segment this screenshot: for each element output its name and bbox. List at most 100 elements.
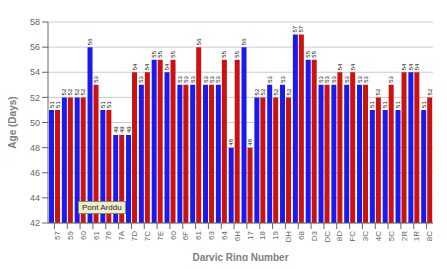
svg-text:52: 52 [427, 88, 433, 95]
svg-text:61: 61 [194, 230, 203, 239]
svg-text:Darvic Ring Number: Darvic Ring Number [192, 252, 288, 261]
svg-text:1R: 1R [412, 231, 421, 241]
svg-text:54: 54 [132, 63, 138, 70]
svg-text:46: 46 [30, 168, 40, 178]
svg-text:53: 53 [202, 76, 209, 83]
svg-text:7E: 7E [156, 231, 165, 241]
svg-text:4C: 4C [374, 231, 383, 241]
svg-text:51: 51 [106, 101, 112, 108]
svg-text:53: 53 [215, 75, 221, 82]
svg-text:53: 53 [138, 75, 144, 82]
svg-text:50: 50 [30, 118, 40, 128]
svg-text:7C: 7C [143, 231, 152, 241]
svg-text:42: 42 [30, 218, 40, 228]
svg-text:52: 52 [61, 88, 68, 96]
svg-text:54: 54 [30, 67, 40, 77]
svg-text:44: 44 [30, 193, 40, 203]
svg-text:17: 17 [246, 230, 255, 239]
svg-text:6H: 6H [233, 231, 242, 241]
svg-text:76: 76 [104, 230, 113, 239]
svg-text:54: 54 [337, 63, 343, 70]
svg-text:7A: 7A [117, 230, 126, 240]
svg-text:56: 56 [196, 38, 202, 45]
svg-text:52: 52 [286, 88, 292, 95]
svg-text:6F: 6F [181, 231, 190, 240]
svg-text:2R: 2R [400, 231, 409, 241]
svg-text:54: 54 [350, 63, 356, 70]
svg-text:55: 55 [157, 50, 163, 57]
svg-text:18: 18 [258, 230, 267, 239]
svg-text:58: 58 [30, 17, 40, 27]
svg-text:19: 19 [271, 230, 280, 239]
svg-text:57: 57 [298, 25, 304, 32]
svg-text:55: 55 [221, 50, 227, 57]
svg-text:68: 68 [297, 230, 306, 239]
svg-text:55: 55 [305, 51, 312, 58]
svg-text:3C: 3C [361, 231, 370, 241]
svg-text:52: 52 [74, 88, 81, 96]
svg-text:49: 49 [119, 126, 125, 133]
svg-text:51: 51 [395, 101, 401, 108]
svg-text:52: 52 [67, 88, 73, 95]
svg-text:51: 51 [382, 101, 388, 108]
svg-text:53: 53 [176, 76, 183, 83]
svg-text:51: 51 [48, 101, 55, 108]
svg-text:56: 56 [87, 38, 93, 45]
svg-text:52: 52 [260, 88, 266, 95]
html-text:Pont Arddu: Pont Arddu [82, 203, 122, 212]
svg-text:49: 49 [112, 126, 119, 134]
svg-text:8C: 8C [425, 231, 434, 241]
svg-text:53: 53 [356, 76, 363, 83]
svg-text:52: 52 [253, 88, 260, 96]
svg-text:52: 52 [80, 88, 86, 95]
svg-text:8D: 8D [335, 231, 344, 241]
svg-text:64: 64 [220, 230, 229, 239]
svg-text:51: 51 [369, 101, 375, 108]
svg-text:53: 53 [324, 75, 330, 82]
svg-text:59: 59 [66, 230, 75, 239]
svg-text:56: 56 [30, 42, 40, 52]
svg-text:52: 52 [30, 93, 40, 103]
svg-text:55: 55 [170, 50, 176, 57]
svg-text:FC: FC [348, 231, 357, 242]
svg-text:52: 52 [273, 88, 279, 95]
svg-text:53: 53 [344, 75, 350, 82]
svg-text:48: 48 [228, 138, 234, 145]
svg-text:53: 53 [363, 75, 369, 82]
svg-text:49: 49 [126, 126, 132, 133]
svg-text:51: 51 [99, 101, 106, 108]
svg-text:52: 52 [375, 88, 381, 95]
svg-text:53: 53 [388, 75, 394, 82]
svg-text:51: 51 [421, 101, 427, 108]
svg-text:5C: 5C [387, 231, 396, 241]
svg-text:55: 55 [311, 50, 317, 57]
svg-text:55: 55 [234, 50, 240, 57]
svg-text:DH: DH [284, 231, 293, 243]
svg-text:53: 53 [280, 75, 286, 82]
svg-text:53: 53 [267, 75, 273, 82]
svg-text:53: 53 [190, 75, 196, 82]
svg-text:7D: 7D [130, 231, 139, 241]
svg-text:63: 63 [207, 230, 216, 239]
svg-text:57: 57 [292, 25, 299, 33]
svg-text:53: 53 [331, 75, 337, 82]
svg-text:53: 53 [183, 75, 189, 82]
svg-text:48: 48 [30, 143, 40, 153]
svg-text:54: 54 [414, 63, 420, 70]
svg-text:61: 61 [92, 230, 101, 239]
svg-text:55: 55 [151, 51, 158, 58]
svg-text:54: 54 [164, 63, 170, 70]
svg-text:DC: DC [323, 231, 332, 243]
svg-text:54: 54 [401, 63, 407, 70]
svg-text:54: 54 [144, 63, 150, 70]
svg-text:60: 60 [79, 230, 88, 239]
svg-text:48: 48 [247, 138, 253, 145]
svg-text:56: 56 [241, 38, 247, 45]
svg-text:60: 60 [169, 230, 178, 239]
svg-text:53: 53 [93, 75, 99, 82]
svg-text:51: 51 [55, 101, 61, 108]
svg-text:57: 57 [53, 230, 62, 239]
svg-text:Age (Days): Age (Days) [8, 96, 18, 148]
svg-text:53: 53 [209, 75, 215, 82]
svg-text:D3: D3 [310, 230, 319, 241]
